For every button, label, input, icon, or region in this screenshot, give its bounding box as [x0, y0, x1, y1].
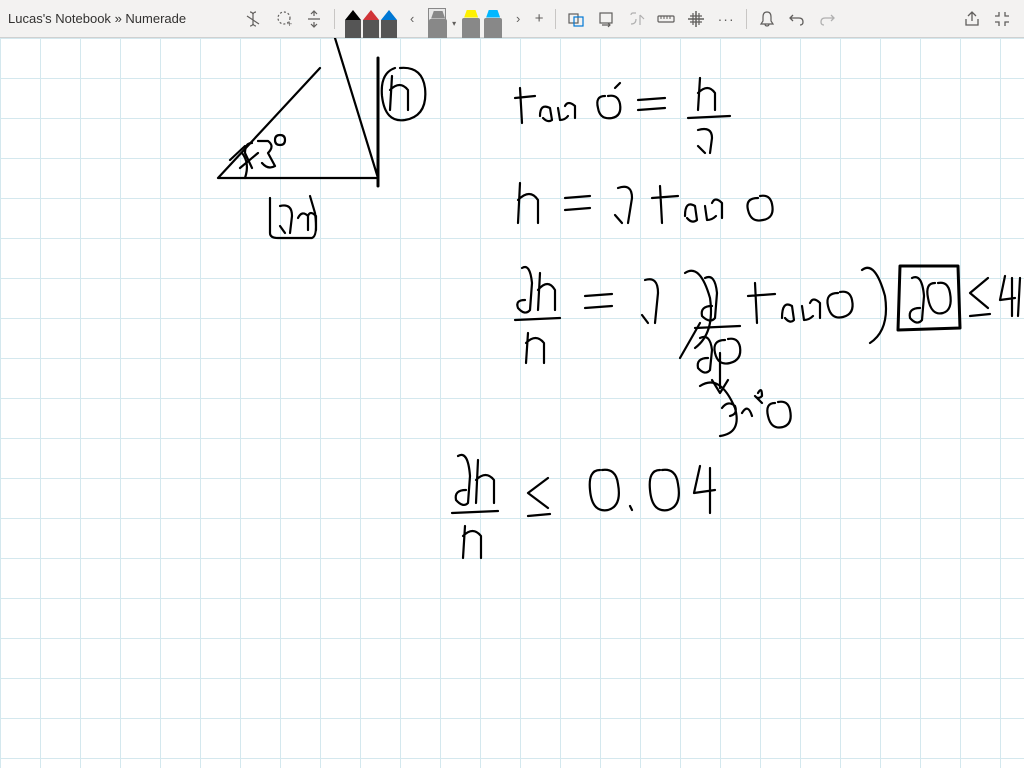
highlighter-body-icon	[484, 18, 502, 38]
lasso-icon: +	[275, 10, 293, 28]
pen-blue[interactable]	[381, 10, 397, 38]
text-cursor-icon	[245, 10, 263, 28]
highlighter-yellow[interactable]	[462, 8, 480, 38]
toolbar: Lucas's Notebook » Numerade + ‹	[0, 0, 1024, 38]
ruler-icon	[657, 10, 675, 28]
highlighter-tip-icon	[464, 10, 478, 18]
ink-to-shape-icon	[597, 10, 615, 28]
next-button[interactable]: ›	[509, 5, 527, 33]
insert-space-button[interactable]	[300, 5, 328, 33]
shapes-button[interactable]	[562, 5, 590, 33]
notifications-button[interactable]	[753, 5, 781, 33]
ink-replay-icon	[627, 10, 645, 28]
pen-black[interactable]	[345, 10, 361, 38]
undo-button[interactable]	[783, 5, 811, 33]
toolbar-separator	[555, 9, 556, 29]
pen-body-icon	[363, 20, 379, 38]
pen-group	[345, 0, 397, 38]
pen-tip-icon	[345, 10, 361, 20]
redo-button[interactable]	[813, 5, 841, 33]
chevron-left-icon: ‹	[410, 11, 414, 26]
ruler-button[interactable]	[652, 5, 680, 33]
undo-icon	[788, 10, 806, 28]
pen-body-icon	[345, 20, 361, 38]
ink-replay-button[interactable]	[622, 5, 650, 33]
breadcrumb-notebook: Lucas's Notebook	[8, 11, 111, 26]
share-icon	[963, 10, 981, 28]
prev-button[interactable]: ‹	[403, 5, 421, 33]
toolbar-separator	[746, 9, 747, 29]
highlighter-tip-icon	[431, 11, 445, 19]
chevron-down-icon: ▾	[452, 19, 456, 28]
pen-tip-icon	[363, 10, 379, 20]
add-button[interactable]: +	[529, 5, 549, 33]
insert-space-icon	[305, 10, 323, 28]
ink-to-shape-button[interactable]	[592, 5, 620, 33]
highlighter-dropdown[interactable]: ▾	[449, 10, 459, 38]
redo-icon	[818, 10, 836, 28]
toolbar-separator	[334, 9, 335, 29]
canvas[interactable]	[0, 38, 1024, 768]
grid-toggle-button[interactable]	[682, 5, 710, 33]
lasso-button[interactable]: +	[270, 5, 298, 33]
highlighter-body-icon	[462, 18, 480, 38]
highlighter-cyan[interactable]	[484, 8, 502, 38]
chevron-right-icon: ›	[516, 11, 520, 26]
grid-background	[0, 38, 1024, 768]
fullscreen-button[interactable]	[988, 5, 1016, 33]
breadcrumb-separator: »	[115, 11, 122, 26]
plus-icon: +	[535, 10, 544, 27]
grid-icon	[687, 10, 705, 28]
highlighter-body-icon	[429, 19, 447, 39]
breadcrumb[interactable]: Lucas's Notebook » Numerade	[8, 11, 186, 26]
more-button[interactable]: ···	[712, 5, 740, 33]
pen-tip-icon	[381, 10, 397, 20]
pen-body-icon	[381, 20, 397, 38]
highlighter-group: ▾	[427, 0, 503, 38]
collapse-icon	[993, 10, 1011, 28]
more-icon: ···	[718, 11, 735, 27]
svg-text:+: +	[287, 19, 292, 28]
share-button[interactable]	[958, 5, 986, 33]
text-cursor-button[interactable]	[240, 5, 268, 33]
bell-icon	[758, 10, 776, 28]
pen-red[interactable]	[363, 10, 379, 38]
highlighter-grey[interactable]	[428, 8, 446, 38]
highlighter-tip-icon	[486, 10, 500, 18]
shapes-icon	[567, 10, 585, 28]
breadcrumb-page: Numerade	[125, 11, 186, 26]
